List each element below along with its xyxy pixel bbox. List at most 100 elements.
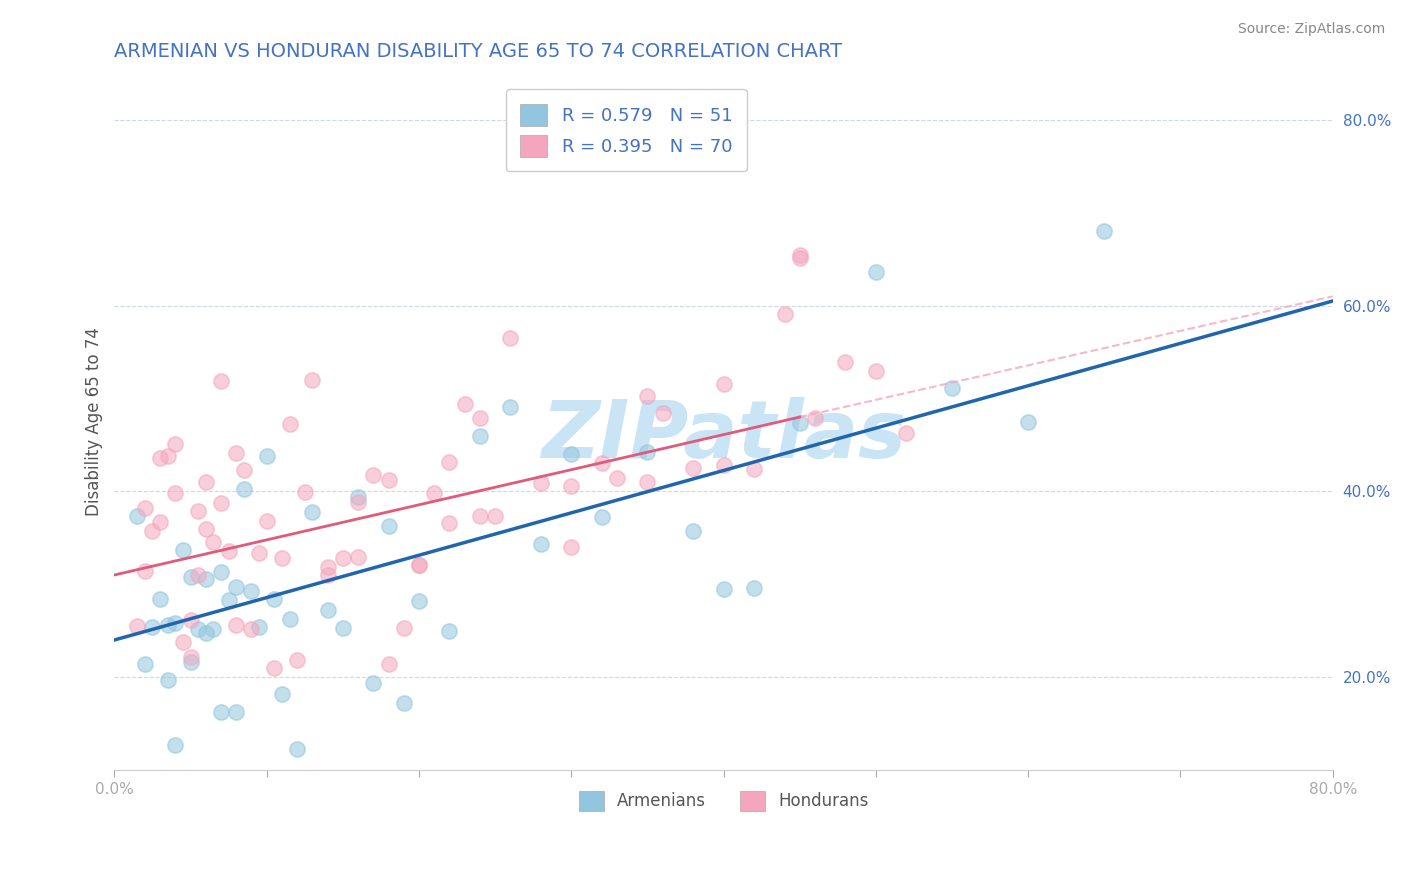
Point: [225, 706, 247, 720]
Point: [218, 543, 240, 558]
Point: [209, 495, 232, 509]
Point: [271, 551, 294, 566]
Point: [804, 411, 827, 425]
Point: [468, 509, 491, 524]
Point: [263, 591, 285, 606]
Point: [240, 622, 263, 636]
Point: [180, 613, 202, 627]
Point: [484, 509, 506, 524]
Point: [180, 570, 202, 584]
Point: [165, 616, 187, 631]
Point: [156, 673, 179, 687]
Point: [263, 660, 285, 674]
Point: [789, 416, 811, 430]
Point: [713, 582, 735, 597]
Point: [347, 494, 370, 508]
Point: [156, 449, 179, 463]
Point: [789, 248, 811, 262]
Point: [636, 475, 658, 489]
Point: [247, 546, 270, 560]
Point: [332, 551, 354, 566]
Point: [682, 461, 704, 475]
Point: [363, 467, 385, 482]
Point: [240, 584, 263, 599]
Point: [316, 602, 339, 616]
Point: [218, 592, 240, 607]
Point: [225, 446, 247, 460]
Point: [591, 509, 613, 524]
Point: [141, 620, 163, 634]
Text: Source: ZipAtlas.com: Source: ZipAtlas.com: [1237, 22, 1385, 37]
Point: [499, 331, 522, 345]
Point: [149, 451, 172, 466]
Point: [294, 485, 316, 500]
Point: [194, 625, 217, 640]
Point: [560, 479, 582, 493]
Point: [194, 522, 217, 536]
Point: [468, 429, 491, 443]
Point: [941, 381, 963, 395]
Point: [209, 705, 232, 719]
Point: [301, 373, 323, 387]
Point: [408, 558, 430, 573]
Point: [789, 251, 811, 265]
Point: [271, 687, 294, 701]
Point: [127, 508, 149, 523]
Point: [232, 463, 254, 477]
Point: [149, 591, 172, 606]
Point: [194, 572, 217, 586]
Point: [347, 549, 370, 564]
Point: [172, 543, 194, 558]
Text: ZIPatlas: ZIPatlas: [541, 397, 905, 475]
Point: [256, 449, 278, 463]
Point: [134, 565, 156, 579]
Point: [134, 501, 156, 516]
Point: [682, 524, 704, 539]
Point: [439, 516, 461, 530]
Point: [377, 657, 399, 671]
Point: [591, 456, 613, 470]
Point: [256, 514, 278, 528]
Point: [232, 482, 254, 496]
Point: [278, 612, 301, 626]
Point: [439, 455, 461, 469]
Point: [180, 650, 202, 665]
Point: [165, 738, 187, 752]
Point: [332, 621, 354, 635]
Point: [713, 377, 735, 392]
Point: [713, 458, 735, 472]
Point: [127, 619, 149, 633]
Point: [439, 624, 461, 638]
Point: [180, 656, 202, 670]
Point: [773, 307, 796, 321]
Point: [408, 594, 430, 608]
Point: [141, 524, 163, 538]
Point: [194, 475, 217, 489]
Point: [209, 374, 232, 388]
Y-axis label: Disability Age 65 to 74: Disability Age 65 to 74: [86, 327, 103, 516]
Point: [172, 634, 194, 648]
Point: [392, 621, 415, 635]
Point: [606, 470, 628, 484]
Point: [499, 400, 522, 414]
Point: [1092, 224, 1115, 238]
Point: [316, 560, 339, 574]
Point: [560, 540, 582, 554]
Point: [165, 437, 187, 451]
Point: [636, 389, 658, 403]
Point: [530, 537, 553, 551]
Point: [377, 474, 399, 488]
Point: [347, 491, 370, 505]
Point: [285, 741, 308, 756]
Point: [392, 696, 415, 710]
Point: [149, 516, 172, 530]
Point: [651, 406, 673, 420]
Point: [468, 411, 491, 425]
Point: [363, 676, 385, 690]
Point: [225, 617, 247, 632]
Point: [134, 657, 156, 671]
Point: [834, 355, 856, 369]
Point: [202, 623, 225, 637]
Legend: Armenians, Hondurans: Armenians, Hondurans: [565, 777, 882, 824]
Point: [278, 417, 301, 431]
